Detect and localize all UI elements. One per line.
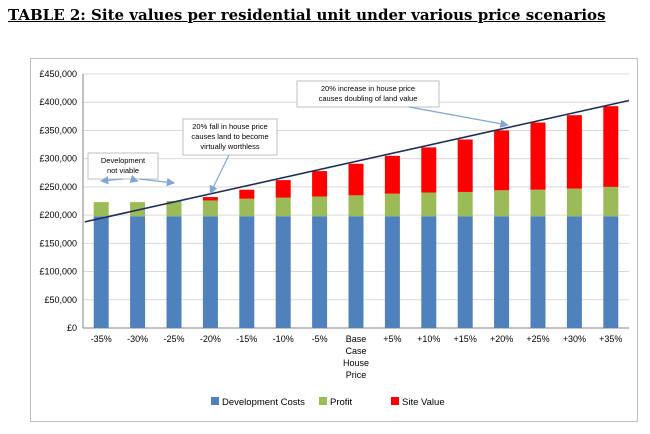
annotation-text: 20% increase in house price causes doubli…	[319, 84, 418, 103]
bar-site-value	[384, 155, 400, 194]
page-title: TABLE 2: Site values per residential uni…	[8, 6, 606, 24]
bar-site-value	[275, 180, 291, 198]
bar-profit	[93, 202, 109, 217]
y-tick-label: £200,000	[39, 210, 77, 220]
bar-site-value	[530, 122, 546, 190]
bar-profit	[166, 201, 182, 217]
chart-area: £0 £50,000 £100,000 £150,000 £200,000 £250,00…	[30, 58, 638, 422]
bar-development-costs	[166, 216, 182, 328]
y-tick-label: £250,000	[39, 182, 77, 192]
bar-development-costs	[239, 216, 255, 328]
bar-profit	[384, 193, 400, 217]
annotation-arrow	[100, 176, 124, 185]
bar-profit	[239, 198, 255, 217]
y-tick-label: £350,000	[39, 125, 77, 135]
annotation-text: Development not viable	[101, 156, 146, 175]
x-tick-label: +35%	[599, 334, 622, 344]
y-tick-label: £50,000	[44, 295, 77, 305]
bar-site-value	[566, 115, 582, 189]
bar-development-costs	[457, 216, 473, 328]
x-tick-label: +20%	[490, 334, 513, 344]
y-tick-label: £0	[67, 323, 77, 333]
bar-site-value	[421, 147, 437, 193]
legend-label: Site Value	[402, 397, 445, 408]
bar-profit	[530, 189, 546, 217]
x-tick-label: +5%	[383, 334, 401, 344]
y-tick-label: £300,000	[39, 154, 77, 164]
y-tick-label: £150,000	[39, 238, 77, 248]
bar-profit	[566, 188, 582, 217]
bar-development-costs	[275, 216, 291, 328]
bar-development-costs	[348, 216, 364, 328]
x-tick-label: Base Case House Price	[343, 334, 369, 380]
legend-label: Development Costs	[222, 397, 305, 408]
annotation-box	[87, 152, 159, 180]
x-tick-label: -35%	[91, 334, 112, 344]
annotation-arrow	[129, 174, 139, 183]
annotation-box	[182, 118, 278, 156]
x-tick-label: +10%	[417, 334, 440, 344]
x-tick-label: -10%	[273, 334, 294, 344]
bar-profit	[312, 196, 328, 217]
bar-profit	[348, 195, 364, 217]
x-tick-label: -20%	[200, 334, 221, 344]
bar-profit	[421, 192, 437, 217]
bar-development-costs	[130, 216, 146, 328]
x-tick-label: +15%	[454, 334, 477, 344]
x-tick-label: -15%	[236, 334, 257, 344]
bar-site-value	[312, 171, 328, 197]
x-tick-label: +25%	[526, 334, 549, 344]
bar-development-costs	[202, 216, 218, 328]
bar-development-costs	[93, 216, 109, 328]
bar-development-costs	[603, 216, 619, 328]
y-tick-label: £450,000	[39, 69, 77, 79]
bar-profit	[457, 191, 473, 217]
stacked-bar-chart: £0 £50,000 £100,000 £150,000 £200,000 £250,00…	[39, 69, 630, 408]
x-tick-label: -25%	[163, 334, 184, 344]
bar-profit	[494, 190, 510, 217]
legend-swatch-site-value	[391, 397, 399, 405]
annotation-arrow	[408, 106, 509, 128]
bar-development-costs	[530, 216, 546, 328]
bar-profit	[275, 197, 291, 217]
annotation-text: 20% fall in house price causes land to be…	[191, 122, 268, 151]
trend-line	[84, 99, 630, 223]
annotation-arrow	[209, 154, 230, 195]
bar-profit	[130, 202, 146, 217]
legend-swatch-development-costs	[211, 397, 219, 405]
y-tick-label: £400,000	[39, 97, 77, 107]
x-tick-label: -30%	[127, 334, 148, 344]
bar-site-value	[494, 130, 510, 191]
bar-profit	[603, 186, 619, 217]
bar-site-value	[239, 189, 255, 199]
bar-development-costs	[312, 216, 328, 328]
bar-development-costs	[384, 216, 400, 328]
x-tick-label: +30%	[563, 334, 586, 344]
bar-development-costs	[494, 216, 510, 328]
bar-site-value	[603, 106, 619, 187]
y-tick-label: £100,000	[39, 267, 77, 277]
bar-development-costs	[421, 216, 437, 328]
legend-label: Profit	[330, 397, 353, 408]
annotation-arrow	[138, 178, 176, 187]
bar-development-costs	[566, 216, 582, 328]
bar-site-value	[348, 163, 364, 196]
bar-site-value	[457, 139, 473, 192]
x-tick-label: -5%	[312, 334, 328, 344]
bar-site-value	[202, 197, 218, 201]
annotation-box	[296, 80, 440, 108]
bar-profit	[202, 200, 218, 217]
legend-swatch-profit	[319, 397, 327, 405]
